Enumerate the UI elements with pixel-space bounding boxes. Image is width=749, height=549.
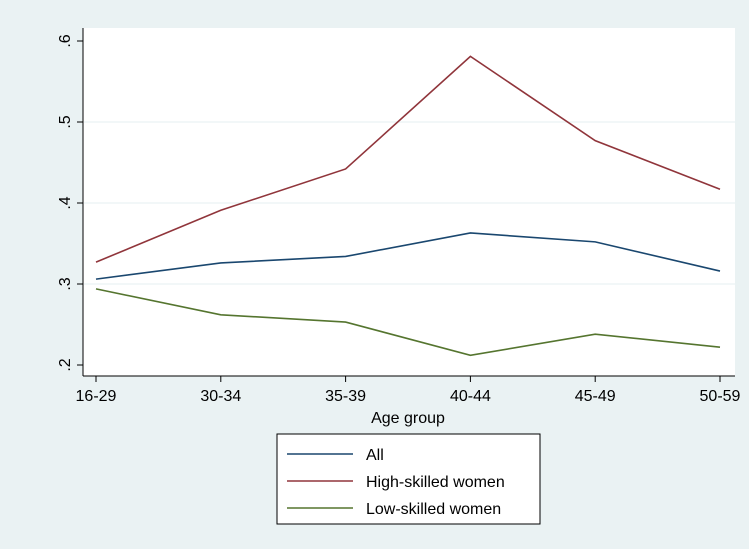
y-tick-label: .2 — [57, 358, 74, 371]
gridlines — [84, 121, 735, 285]
x-tick-label: 45-49 — [575, 388, 616, 405]
legend-label-all: All — [366, 447, 384, 464]
x-axis-ticks: 16-29 30-34 35-39 40-44 45-49 50-59 — [76, 376, 741, 405]
y-tick-label: .3 — [57, 277, 74, 290]
x-tick-label: 16-29 — [76, 388, 117, 405]
y-tick-label: .5 — [57, 115, 74, 128]
series-line-all — [95, 232, 721, 280]
y-tick-label: .4 — [57, 196, 74, 209]
legend-box — [276, 433, 541, 525]
series-line-high-skilled-women — [95, 55, 721, 263]
x-axis-label: Age group — [371, 410, 445, 427]
legend-label-low-skilled-women: Low-skilled women — [366, 501, 501, 518]
legend-label-high-skilled-women: High-skilled women — [366, 474, 505, 491]
legend: All High-skilled women Low-skilled women — [276, 433, 541, 525]
x-tick-label: 50-59 — [700, 388, 741, 405]
series-line-low-skilled-women — [95, 288, 721, 357]
x-tick-label: 30-34 — [200, 388, 241, 405]
plot-area — [83, 28, 735, 376]
axes — [82, 28, 735, 377]
series-lines — [95, 55, 721, 357]
x-tick-label: 40-44 — [450, 388, 491, 405]
y-axis-ticks: .2 .3 .4 .5 .6 — [57, 34, 83, 372]
x-tick-label: 35-39 — [325, 388, 366, 405]
y-tick-label: .6 — [57, 34, 74, 47]
